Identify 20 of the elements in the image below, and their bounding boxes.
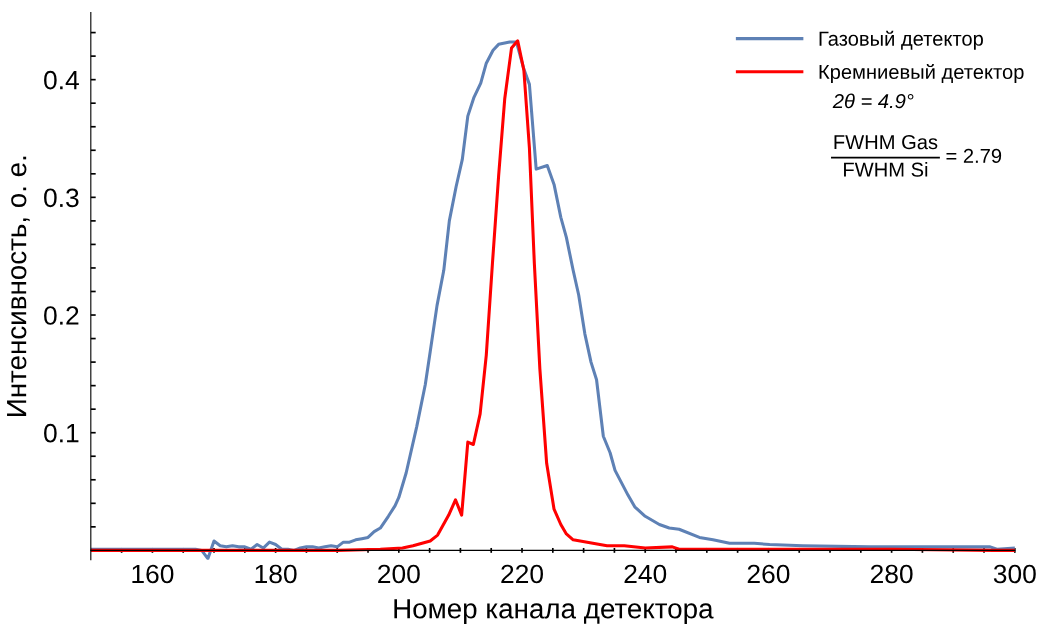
y-tick-label: 0.3 (44, 188, 79, 208)
y-tick-label: 0.2 (44, 306, 79, 325)
x-axis-title: Номер канала детектора (394, 599, 714, 625)
x-tick-label: 280 (870, 564, 913, 584)
annotation: = 2.79 (946, 148, 1002, 163)
x-tick-label: 180 (255, 564, 297, 584)
x-tick-label: 300 (993, 564, 1036, 584)
x-tick-label: 160 (132, 564, 174, 584)
y-tick-label: 0.1 (44, 423, 79, 443)
x-tick-label: 260 (747, 564, 790, 584)
x-tick-label: 240 (624, 564, 667, 584)
annotation: 2θ = 4.9° (832, 93, 914, 109)
legend-label: Кремниевый детектор (819, 63, 1024, 84)
y-axis-title: Интенсивность, о. е. (7, 156, 30, 416)
y-tick-label: 0.4 (44, 70, 79, 90)
x-tick-label: 200 (378, 564, 420, 584)
legend-label: Газовый детектор (819, 30, 983, 50)
annotation: FWHM Gas (834, 134, 938, 150)
annotation: FWHM Si (844, 161, 928, 177)
x-tick-label: 220 (501, 564, 543, 584)
